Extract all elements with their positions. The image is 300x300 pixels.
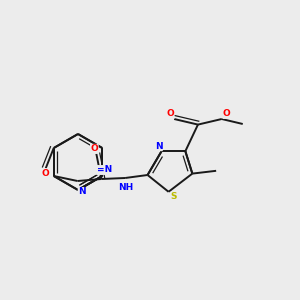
Text: N: N	[78, 188, 86, 196]
Text: O: O	[166, 110, 174, 118]
Text: O: O	[223, 110, 231, 118]
Text: O: O	[42, 169, 50, 178]
Text: O: O	[91, 144, 98, 153]
Text: NH: NH	[118, 184, 134, 193]
Text: S: S	[170, 192, 177, 201]
Text: =N: =N	[97, 166, 112, 175]
Text: N: N	[155, 142, 162, 151]
